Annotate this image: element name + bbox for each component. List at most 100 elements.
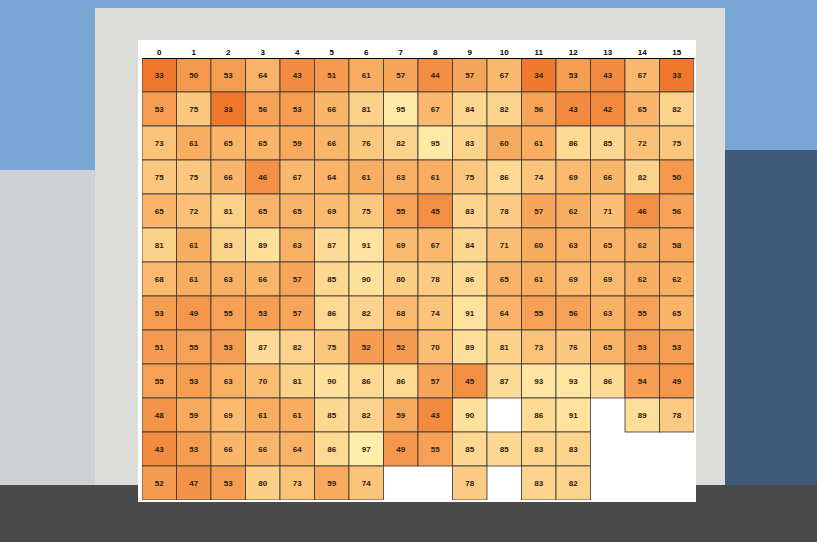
heat-cell (660, 262, 695, 296)
cell-label: 75 (189, 105, 198, 114)
heat-cell (556, 432, 591, 466)
cell-label: 66 (258, 445, 267, 454)
heat-cell (591, 92, 626, 126)
cell-label: 43 (431, 411, 440, 420)
x-axis: 0123456789101112131415 (143, 48, 695, 59)
heat-cell (177, 432, 212, 466)
tick-label: 13 (603, 48, 612, 57)
cell-label: 78 (672, 411, 681, 420)
cell-label: 74 (431, 309, 440, 318)
heat-cell (280, 194, 315, 228)
cell-label: 51 (327, 71, 336, 80)
heat-cell (211, 296, 246, 330)
cell-label: 56 (258, 105, 267, 114)
heat-cell (349, 262, 384, 296)
heat-cell (625, 160, 660, 194)
heat-cell (384, 126, 419, 160)
cell-label: 63 (569, 241, 578, 250)
heat-cell (142, 398, 177, 432)
heat-cell (591, 160, 626, 194)
heat-cell (280, 466, 315, 500)
cell-label: 82 (672, 105, 681, 114)
heat-cell (556, 466, 591, 500)
heat-cell (315, 296, 350, 330)
cell-label: 67 (293, 173, 302, 182)
heat-cell (280, 364, 315, 398)
cell-label: 71 (603, 207, 612, 216)
cell-label: 67 (431, 241, 440, 250)
tick-label: 11 (535, 48, 544, 57)
heat-cell (487, 228, 522, 262)
cell-label: 78 (465, 479, 474, 488)
heat-cell (418, 126, 453, 160)
heat-cell (384, 194, 419, 228)
cell-label: 33 (672, 71, 681, 80)
heat-cell (211, 160, 246, 194)
heat-cell (418, 92, 453, 126)
heat-cell (591, 228, 626, 262)
building (95, 8, 725, 542)
cell-label: 59 (396, 411, 405, 420)
heat-cell (522, 466, 557, 500)
tick: 2 (226, 48, 231, 58)
heat-cell (177, 58, 212, 92)
heat-cell (142, 58, 177, 92)
cell-label: 75 (155, 173, 164, 182)
cell-label: 68 (396, 309, 405, 318)
heat-cell (349, 398, 384, 432)
cell-label: 91 (465, 309, 474, 318)
cell-label: 53 (189, 377, 198, 386)
cell-label: 56 (569, 309, 578, 318)
cell-label: 93 (534, 377, 543, 386)
cell-label: 73 (155, 139, 164, 148)
cell-label: 58 (672, 241, 681, 250)
heat-cell (177, 466, 212, 500)
heat-cell (487, 126, 522, 160)
heat-cell (315, 398, 350, 432)
cell-label: 34 (534, 71, 543, 80)
heat-cell (660, 364, 695, 398)
heat-cell (418, 160, 453, 194)
heat-cell (211, 194, 246, 228)
heat-cell (660, 194, 695, 228)
heat-cell (522, 126, 557, 160)
tick-label: 1 (192, 48, 197, 57)
heat-cell (487, 296, 522, 330)
heat-cell (315, 330, 350, 364)
cell-label: 46 (258, 173, 267, 182)
heat-cell (211, 364, 246, 398)
heat-cell (211, 58, 246, 92)
heat-cell (280, 432, 315, 466)
tick-label: 15 (672, 48, 681, 57)
cell-label: 65 (603, 241, 612, 250)
cell-label: 75 (672, 139, 681, 148)
tick: 1 (192, 48, 197, 58)
heat-cell (418, 296, 453, 330)
heat-cell (625, 126, 660, 160)
cell-label: 53 (258, 309, 267, 318)
cell-label: 53 (155, 105, 164, 114)
cell-label: 63 (603, 309, 612, 318)
heat-cell (384, 228, 419, 262)
heat-cell (384, 432, 419, 466)
heat-cell (384, 160, 419, 194)
heat-cell (315, 160, 350, 194)
cell-label: 84 (465, 105, 474, 114)
cell-label: 95 (396, 105, 405, 114)
cell-label: 86 (327, 309, 336, 318)
heat-cell (211, 466, 246, 500)
cell-label: 49 (672, 377, 681, 386)
cell-label: 57 (534, 207, 543, 216)
tick: 14 (638, 48, 647, 58)
heat-cell (453, 296, 488, 330)
heat-cell (487, 92, 522, 126)
heat-cell (625, 194, 660, 228)
tick-label: 10 (500, 48, 509, 57)
heat-cell (556, 92, 591, 126)
cell-label: 85 (465, 445, 474, 454)
heat-cell (211, 330, 246, 364)
heat-cell (280, 262, 315, 296)
cell-label: 83 (534, 479, 543, 488)
heat-cell (142, 160, 177, 194)
heat-cell (246, 432, 281, 466)
